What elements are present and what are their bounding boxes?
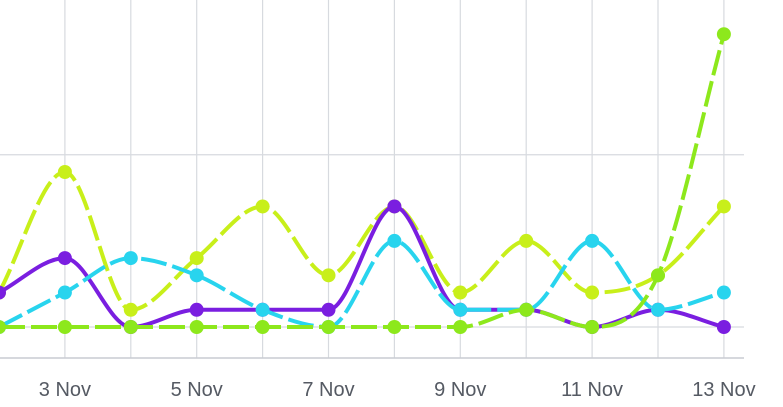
- data-point[interactable]: [716, 285, 731, 300]
- data-point[interactable]: [585, 285, 600, 300]
- data-point[interactable]: [189, 320, 204, 334]
- data-point[interactable]: [255, 199, 270, 214]
- data-point[interactable]: [387, 199, 402, 214]
- x-tick-label: 7 Nov: [302, 379, 354, 401]
- data-point[interactable]: [189, 268, 204, 283]
- data-point[interactable]: [255, 320, 270, 334]
- data-point[interactable]: [123, 302, 138, 317]
- grid: [0, 0, 744, 358]
- data-point[interactable]: [189, 251, 204, 266]
- data-point[interactable]: [57, 165, 72, 179]
- data-point[interactable]: [651, 302, 665, 317]
- data-point[interactable]: [57, 251, 72, 266]
- series-4: [0, 27, 731, 334]
- data-point[interactable]: [716, 320, 731, 334]
- data-point[interactable]: [716, 199, 731, 214]
- series-line: [0, 204, 725, 329]
- data-point[interactable]: [189, 302, 204, 317]
- series-layer: [0, 27, 731, 334]
- data-point[interactable]: [453, 285, 468, 300]
- x-tick-label: 9 Nov: [434, 379, 486, 401]
- data-point[interactable]: [519, 302, 534, 317]
- data-point[interactable]: [651, 268, 665, 283]
- x-tick-label: 11 Nov: [561, 379, 623, 401]
- data-point[interactable]: [585, 320, 600, 334]
- x-tick-labels: 3 Nov 5 Nov 7 Nov 9 Nov 11 Nov 13 Nov: [39, 379, 756, 401]
- x-tick-label: 5 Nov: [171, 379, 223, 401]
- data-point[interactable]: [0, 320, 6, 334]
- data-point[interactable]: [585, 233, 600, 248]
- data-point[interactable]: [321, 268, 336, 283]
- series-1: [0, 165, 731, 317]
- data-point[interactable]: [321, 320, 336, 334]
- data-point[interactable]: [57, 320, 72, 334]
- data-point[interactable]: [519, 233, 534, 248]
- series-line: [0, 170, 726, 312]
- data-point[interactable]: [387, 233, 402, 248]
- data-point[interactable]: [453, 302, 468, 317]
- data-point[interactable]: [716, 27, 731, 42]
- data-point[interactable]: [255, 302, 270, 317]
- data-point[interactable]: [387, 320, 402, 334]
- data-point[interactable]: [123, 320, 138, 334]
- x-tick-label: 13 Nov: [692, 379, 755, 401]
- data-point[interactable]: [123, 251, 138, 266]
- data-point[interactable]: [453, 320, 468, 334]
- data-point[interactable]: [57, 285, 72, 300]
- data-point[interactable]: [321, 302, 336, 317]
- data-point[interactable]: [0, 285, 6, 300]
- x-tick-label: 3 Nov: [39, 379, 91, 401]
